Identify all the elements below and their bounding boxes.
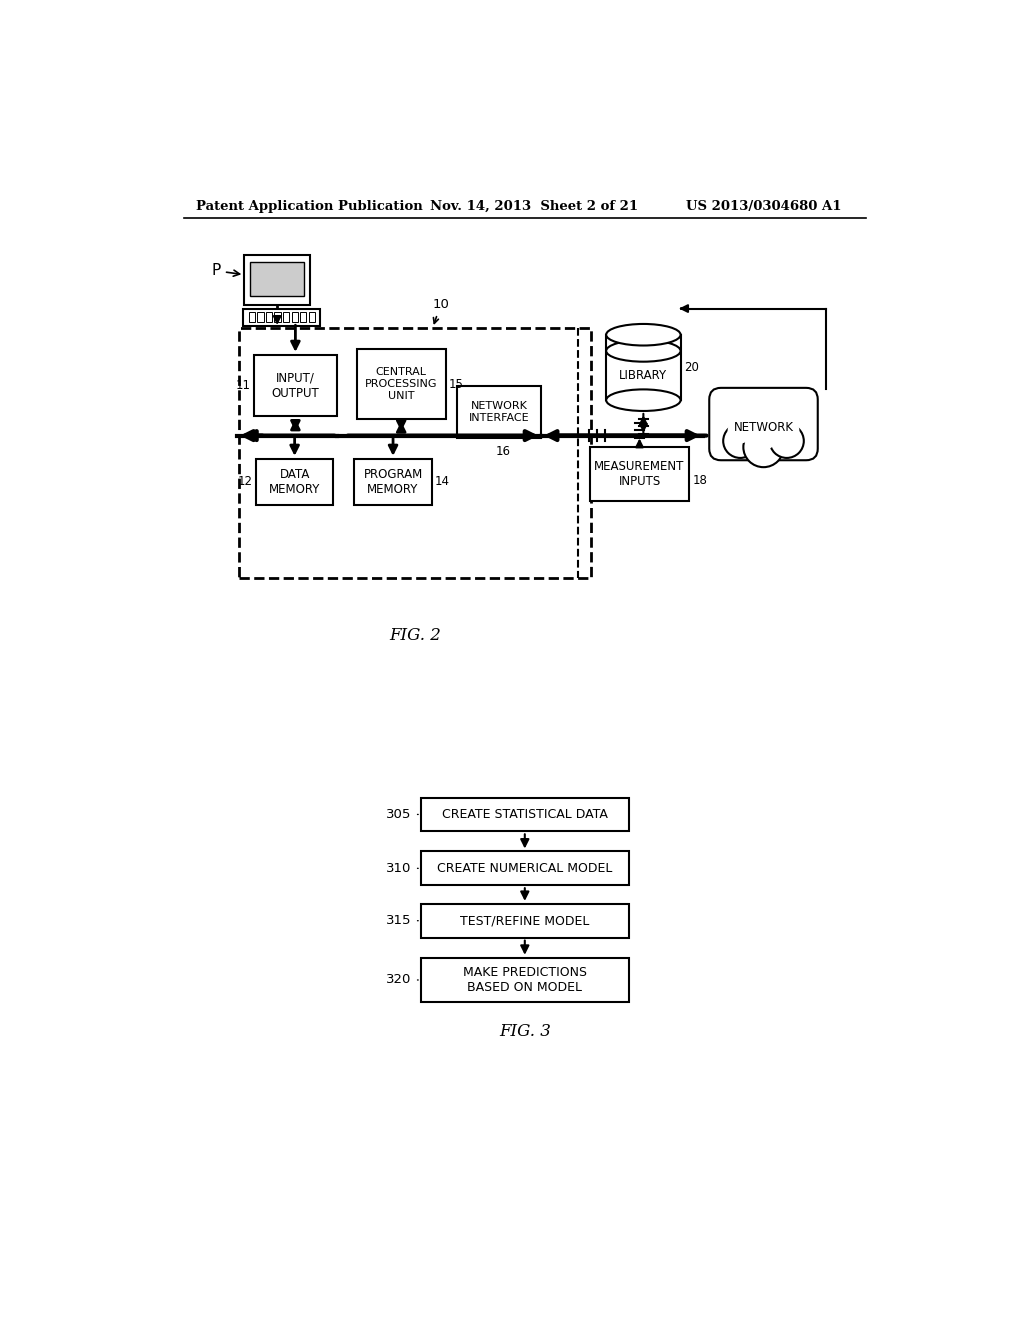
Bar: [257, 313, 263, 322]
Text: P: P: [212, 263, 240, 279]
Text: 305: 305: [386, 808, 412, 821]
Text: 310: 310: [386, 862, 412, 875]
FancyBboxPatch shape: [710, 388, 818, 461]
Bar: [356, 350, 445, 418]
Text: FIG. 3: FIG. 3: [499, 1023, 551, 1040]
Text: 10: 10: [432, 298, 449, 323]
Text: TEST/REFINE MODEL: TEST/REFINE MODEL: [460, 915, 590, 927]
Bar: [421, 904, 629, 937]
Bar: [249, 313, 255, 322]
Bar: [300, 313, 306, 322]
Bar: [245, 256, 310, 305]
Bar: [308, 313, 314, 322]
Ellipse shape: [606, 389, 681, 411]
Text: CENTRAL
PROCESSING
UNIT: CENTRAL PROCESSING UNIT: [365, 367, 437, 400]
Bar: [421, 797, 629, 832]
Text: NETWORK
INTERFACE: NETWORK INTERFACE: [469, 401, 529, 422]
Text: LIBRARY: LIBRARY: [620, 368, 668, 381]
Text: MAKE PREDICTIONS
BASED ON MODEL: MAKE PREDICTIONS BASED ON MODEL: [463, 966, 587, 994]
Circle shape: [743, 428, 783, 467]
Text: 20: 20: [684, 360, 699, 374]
Bar: [458, 385, 541, 438]
Text: Nov. 14, 2013  Sheet 2 of 21: Nov. 14, 2013 Sheet 2 of 21: [430, 199, 638, 213]
Bar: [283, 313, 289, 322]
Text: PROGRAM
MEMORY: PROGRAM MEMORY: [364, 467, 423, 496]
Bar: [421, 851, 629, 886]
Bar: [606, 335, 681, 400]
Bar: [354, 459, 432, 506]
Ellipse shape: [606, 341, 681, 362]
Circle shape: [770, 424, 804, 458]
Text: FIG. 2: FIG. 2: [389, 627, 440, 644]
Bar: [266, 313, 272, 322]
Bar: [590, 447, 689, 502]
Text: 16: 16: [496, 445, 510, 458]
Circle shape: [728, 418, 753, 442]
Text: 18: 18: [693, 474, 708, 487]
Text: 14: 14: [435, 475, 450, 488]
Ellipse shape: [606, 323, 681, 346]
Bar: [254, 355, 337, 416]
Bar: [251, 261, 304, 296]
Circle shape: [723, 424, 758, 458]
Text: 15: 15: [449, 378, 464, 391]
Text: Patent Application Publication: Patent Application Publication: [197, 199, 423, 213]
Bar: [274, 313, 281, 322]
Bar: [421, 958, 629, 1002]
Text: CREATE NUMERICAL MODEL: CREATE NUMERICAL MODEL: [437, 862, 612, 875]
Text: DATA
MEMORY: DATA MEMORY: [269, 467, 321, 496]
Text: 320: 320: [386, 973, 412, 986]
Text: US 2013/0304680 A1: US 2013/0304680 A1: [686, 199, 842, 213]
Bar: [239, 327, 592, 578]
Bar: [292, 313, 298, 322]
Text: INPUT/
OUTPUT: INPUT/ OUTPUT: [271, 371, 319, 400]
Text: 11: 11: [236, 379, 251, 392]
Text: CREATE STATISTICAL DATA: CREATE STATISTICAL DATA: [442, 808, 607, 821]
Text: 315: 315: [386, 915, 412, 927]
Bar: [243, 309, 321, 326]
Text: 12: 12: [238, 475, 253, 488]
Text: NETWORK: NETWORK: [733, 421, 794, 434]
Bar: [256, 459, 334, 506]
Circle shape: [775, 418, 799, 442]
Circle shape: [750, 421, 777, 449]
Text: MEASUREMENT
INPUTS: MEASUREMENT INPUTS: [594, 461, 685, 488]
